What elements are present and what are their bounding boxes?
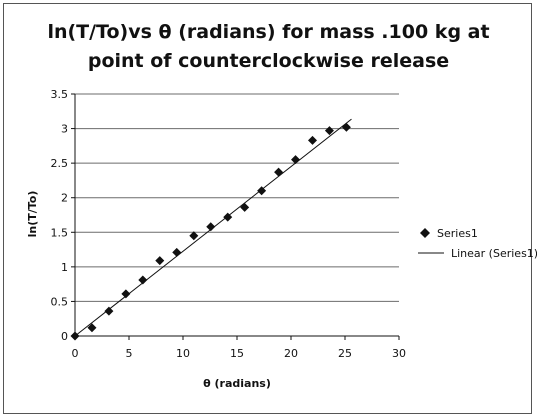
y-tick-label: 3 [61,123,68,136]
data-point [138,275,148,285]
data-point [223,212,233,222]
x-tick-label: 15 [230,347,244,360]
x-tick-label: 0 [72,347,79,360]
data-point [307,135,317,145]
x-tick-label: 25 [338,347,352,360]
chart-title: ln(T/To)vs θ (radians) for mass .100 kg … [0,18,537,76]
data-point [70,331,80,341]
y-tick-label: 1.5 [51,226,69,239]
data-point [189,231,199,241]
data-point [104,306,114,316]
data-point [324,126,334,136]
chart-frame [3,3,532,414]
x-tick-label: 10 [176,347,190,360]
y-tick-label: 0 [61,330,68,343]
axes [71,93,400,340]
data-point [206,222,216,232]
y-axis-label: ln(T/To) [26,191,39,238]
x-tick-label: 5 [126,347,133,360]
y-tick-label: 2.5 [51,157,69,170]
y-tick-label: 0.5 [51,295,69,308]
legend-label-trendline: Linear (Series1) [451,247,537,260]
data-point [240,202,250,212]
x-tick-label: 20 [284,347,298,360]
y-tick-label: 1 [61,261,68,274]
chart-title-line-2: point of counterclockwise release [87,50,450,72]
data-point [257,186,267,196]
gridlines [75,93,399,302]
data-point [172,247,182,257]
chart-title-line-1: ln(T/To)vs θ (radians) for mass .100 kg … [47,21,490,43]
legend: Series1 Linear (Series1) [418,227,537,260]
legend-marker-diamond-icon [420,228,430,238]
legend-label-series1: Series1 [437,227,478,240]
x-tick-labels: 0 5 10 15 20 25 30 [72,347,407,360]
x-tick-label: 30 [392,347,406,360]
data-point [121,289,131,299]
data-point [87,323,97,333]
y-tick-label: 3.5 [51,88,69,101]
data-points [70,122,351,341]
data-point [155,256,165,266]
x-axis-label: θ (radians) [203,377,271,390]
data-point [291,155,301,165]
data-point [341,122,351,132]
data-point [274,167,284,177]
y-tick-labels: 0 0.5 1 1.5 2 2.5 3 3.5 [51,88,69,343]
y-tick-label: 2 [61,192,68,205]
